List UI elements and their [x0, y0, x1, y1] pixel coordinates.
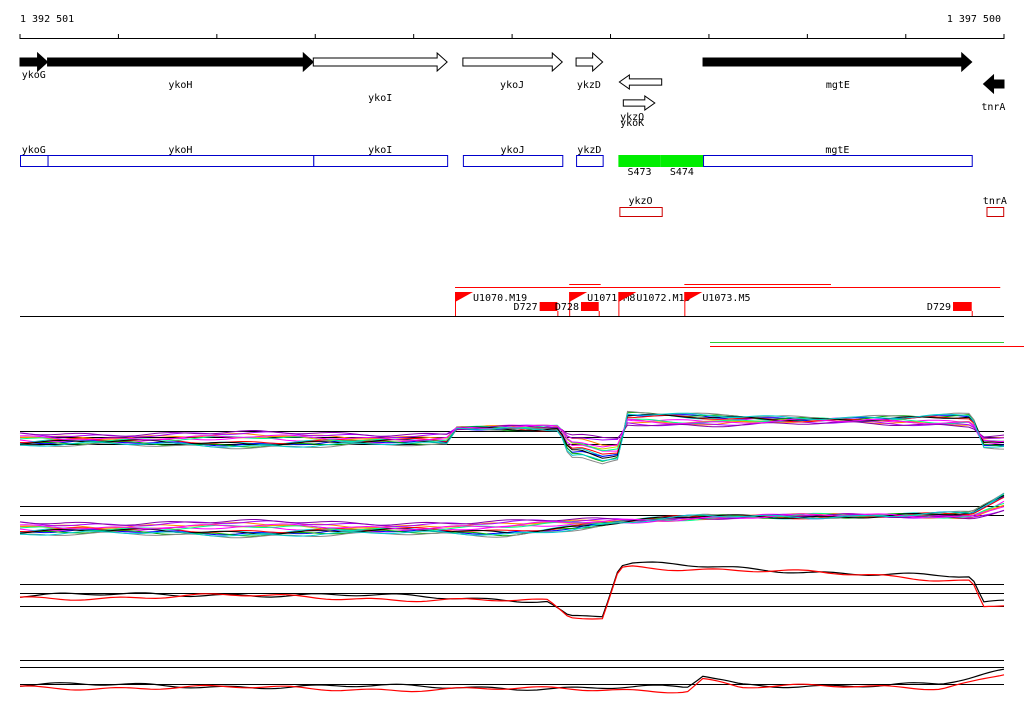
gene-arrow-ykoi[interactable] — [312, 51, 448, 73]
cds-label-ykoi: ykoI — [368, 145, 392, 156]
profile-line-many2-13 — [19, 493, 1005, 537]
rna-box-tnra[interactable] — [986, 207, 1005, 217]
profile-line-many-13 — [19, 412, 1005, 462]
promoter-label-u1071-m8: U1071.M8 — [587, 293, 635, 304]
promoter-flag-u1071-m8[interactable] — [569, 292, 588, 302]
expression-panel-2 — [19, 492, 1005, 539]
cds-label-ykoj: ykoJ — [501, 145, 525, 156]
gene-label-ykzd: ykzD — [577, 80, 601, 91]
highlight-segment-s473[interactable] — [618, 155, 661, 167]
promoter-flag-u1070-m19[interactable] — [455, 292, 474, 302]
profile-line-many2-12 — [19, 506, 1005, 530]
profile-line-many2-8 — [19, 502, 1005, 532]
profile-line-many-9 — [19, 410, 1005, 465]
terminator-label-d728: D728 — [555, 302, 579, 313]
gene-label-ykok: ykoK — [620, 118, 644, 129]
gene-label-ykoi: ykoI — [368, 93, 392, 104]
cds-label-ykog: ykoG — [22, 145, 46, 156]
gene-arrow-ykog[interactable] — [19, 51, 49, 73]
rna-box-ykzo[interactable] — [619, 207, 663, 217]
cds-box-ykzd[interactable] — [576, 155, 604, 167]
cds-label-mgte: mgtE — [825, 145, 849, 156]
profile-line-pair2-red — [19, 674, 1005, 694]
profile-line-pair1-black — [19, 561, 1005, 618]
rna-track: ykzO tnrA — [619, 196, 1007, 217]
expression-panel-3 — [19, 561, 1005, 620]
gene-label-ykog: ykoG — [22, 70, 46, 81]
profile-line-pair1-red — [19, 565, 1005, 620]
cds-label-ykzd: ykzD — [577, 145, 601, 156]
gene-arrow-mgte[interactable] — [702, 51, 973, 73]
gene-arrow-ykoh[interactable] — [47, 51, 315, 73]
gene-arrow-ykok-lower[interactable] — [622, 95, 656, 111]
rna-label-ykzo: ykzO — [628, 196, 652, 207]
expression-panel-4 — [19, 660, 1005, 694]
terminator-label-d727: D727 — [514, 302, 538, 313]
gene-arrow-tnra[interactable] — [982, 73, 1005, 95]
segment-label-s474: S474 — [670, 167, 694, 178]
promoter-flag-u1072-m19[interactable] — [618, 292, 637, 302]
gene-arrow-ykok-upper[interactable] — [618, 74, 663, 90]
gene-track — [19, 51, 1005, 111]
cds-track: ykoG ykoH ykoI ykoJ ykzD mgtE S473 S474 — [20, 145, 973, 178]
cds-box-mgte[interactable] — [703, 155, 973, 167]
terminator-box-d728[interactable] — [580, 302, 599, 311]
gene-arrow-ykzd[interactable] — [575, 51, 604, 73]
cds-box-ykoj[interactable] — [462, 155, 564, 167]
cds-box-ykoh[interactable] — [47, 155, 315, 167]
promoter-label-u1073-m5: U1073.M5 — [702, 293, 750, 304]
cds-label-ykoh: ykoH — [168, 145, 192, 156]
profile-line-pair2-black — [19, 668, 1005, 691]
gene-arrow-ykoj[interactable] — [462, 51, 564, 73]
terminator-box-d729[interactable] — [953, 302, 972, 311]
gene-label-ykoh: ykoH — [168, 80, 192, 91]
promoter-flag-u1073-m5[interactable] — [684, 292, 703, 302]
gene-label-ykoj: ykoJ — [500, 80, 524, 91]
coordinate-axis: 1 392 501 1 397 500 — [19, 14, 1005, 39]
promoter-label-u1072-m19: U1072.M19 — [636, 293, 690, 304]
promoter-label-u1070-m19: U1070.M19 — [473, 293, 527, 304]
segment-label-s473: S473 — [628, 167, 652, 178]
gene-label-ykzo: ykzO — [620, 112, 644, 123]
gene-label-mgte: mgtE — [826, 80, 850, 91]
end-coordinate: 1 397 500 — [947, 14, 1001, 25]
start-coordinate: 1 392 501 — [20, 14, 74, 25]
profile-line-many2-9 — [19, 492, 1005, 539]
terminator-label-d729: D729 — [927, 302, 951, 313]
profile-line-many2-10 — [19, 510, 1005, 526]
regulatory-track: U1070.M19 U1071.M8 U1072.M19 U1073.M5 D727 D7… — [20, 284, 1004, 317]
cds-box-ykog[interactable] — [20, 155, 49, 167]
gene-label-tnra: tnrA — [981, 102, 1005, 113]
expression-panel-1 — [19, 410, 1005, 465]
profile-line-many-10 — [19, 421, 1005, 439]
rna-label-tnra: tnrA — [983, 196, 1007, 207]
cds-box-ykoi[interactable] — [313, 155, 449, 167]
highlight-segment-s474[interactable] — [660, 155, 704, 167]
terminator-box-d727[interactable] — [539, 302, 558, 311]
